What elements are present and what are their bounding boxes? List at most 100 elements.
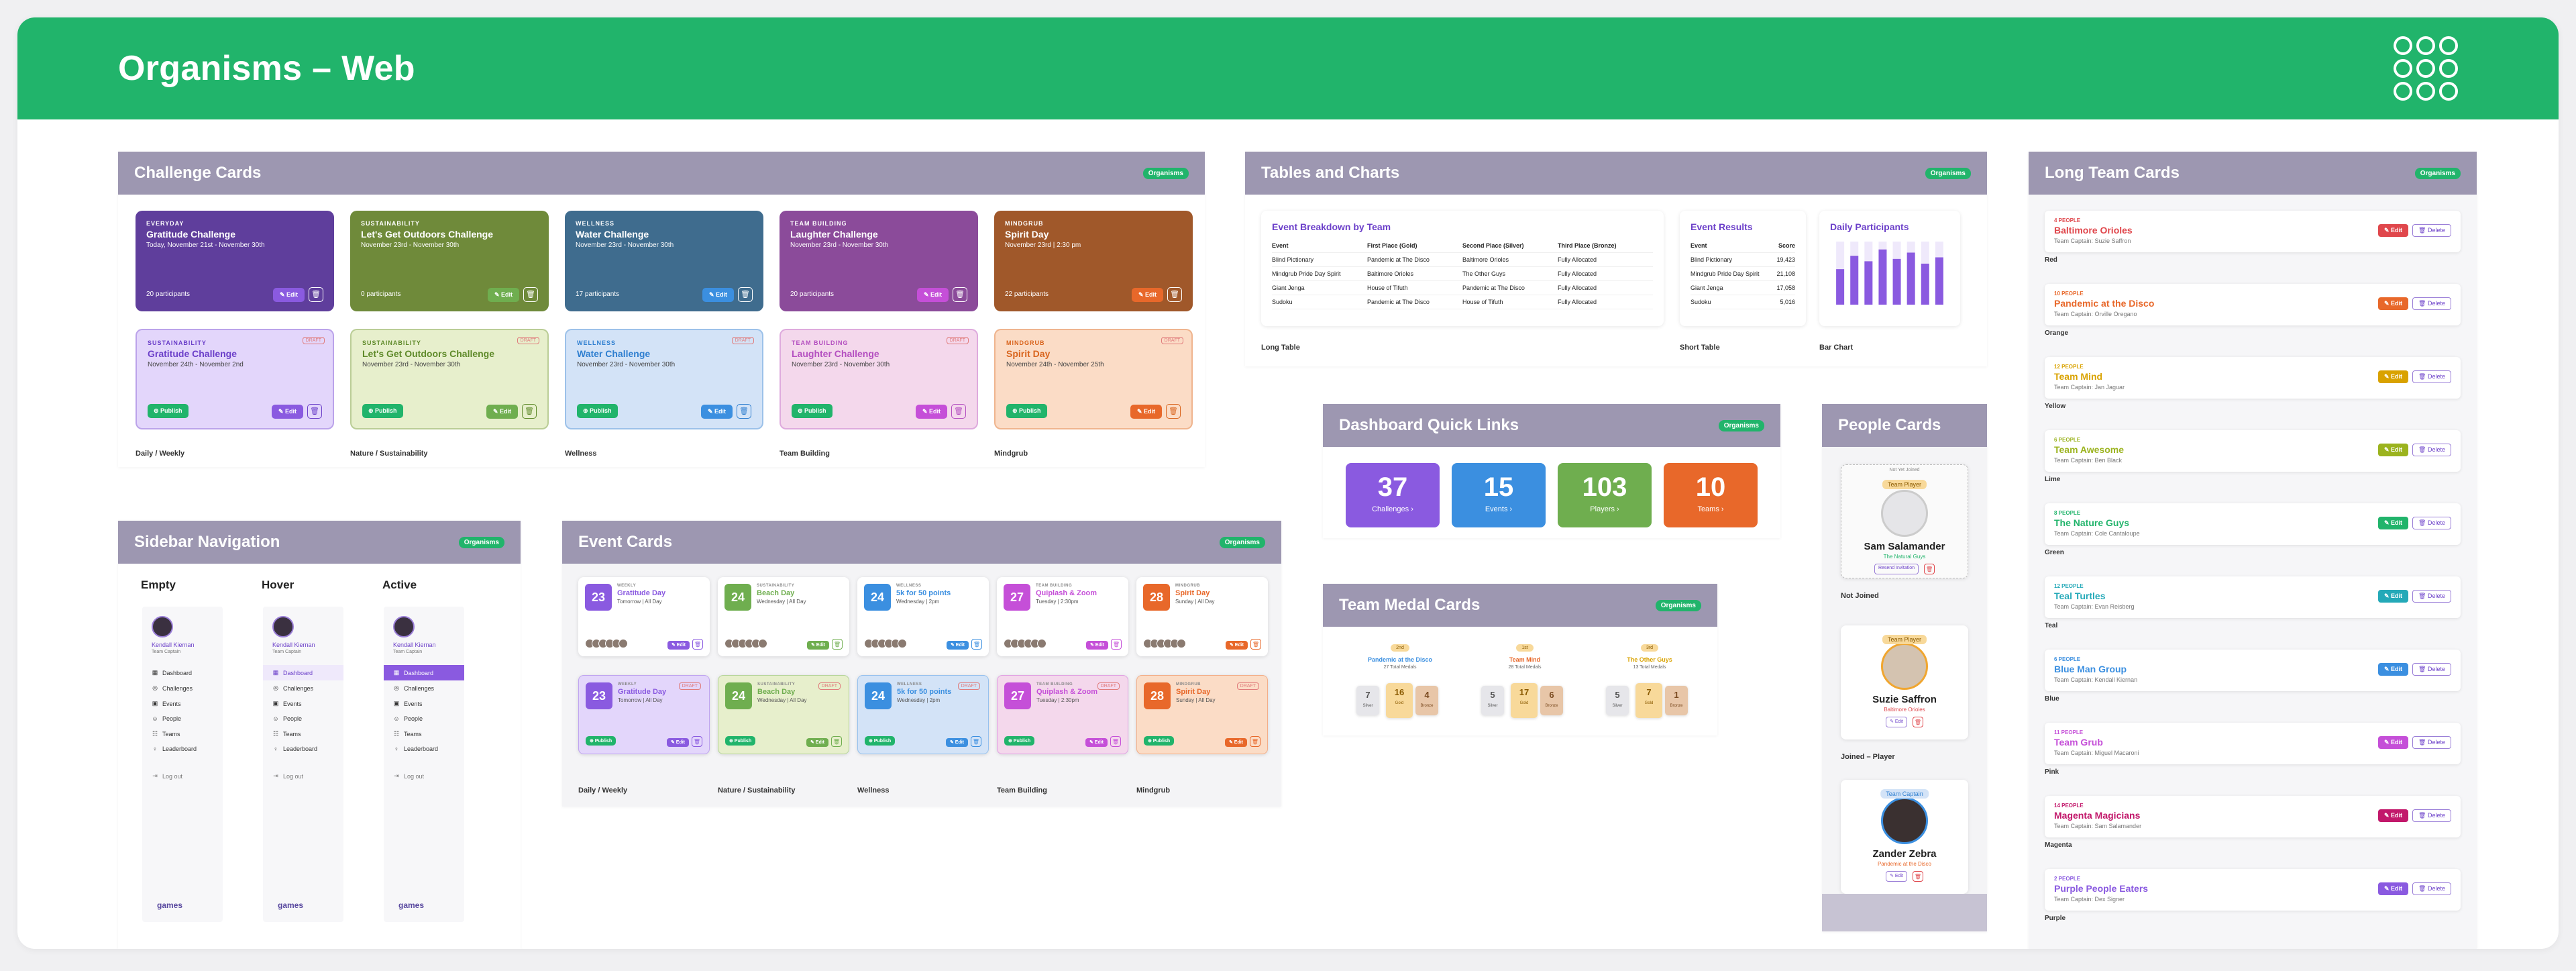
trash-icon[interactable]: 🗑: [1167, 287, 1182, 302]
sidebar-item-challenges[interactable]: ◎ Challenges: [263, 680, 343, 696]
edit-button[interactable]: ✎ Edit: [700, 405, 733, 419]
delete-button[interactable]: 🗑 Delete: [2412, 736, 2451, 749]
quick-link-1[interactable]: 15 Events ›: [1452, 463, 1546, 527]
team-card-box[interactable]: 8 PEOPLE The Nature Guys Team Captain: Col…: [2045, 503, 2461, 545]
sidebar-item-people[interactable]: ☺ People: [142, 711, 223, 726]
publish-button[interactable]: ⊕ Publish: [1144, 735, 1175, 746]
trash-icon[interactable]: 🗑: [309, 287, 323, 302]
edit-button[interactable]: ✎ Edit: [1886, 871, 1907, 882]
edit-button[interactable]: ✎ Edit: [2378, 297, 2409, 310]
challenge-card[interactable]: TEAM BUILDING Laughter Challenge November …: [780, 211, 978, 311]
edit-button[interactable]: ✎ Edit: [916, 288, 949, 302]
challenge-card[interactable]: MINDGRUB Spirit Day November 23rd | 2:30 p…: [994, 211, 1193, 311]
challenge-card[interactable]: WELLNESS Water Challenge November 23rd - N…: [565, 211, 763, 311]
trash-icon[interactable]: 🗑: [953, 287, 967, 302]
sidebar-item-teams[interactable]: ☷ Teams: [263, 726, 343, 742]
person-card[interactable]: Team Player Suzie Saffron Baltimore Oriole…: [1841, 625, 1968, 739]
person-card[interactable]: Team Captain Zander Zebra Pandemic at the …: [1841, 780, 1968, 894]
challenge-card-draft[interactable]: DRAFT SUSTAINABILITY Gratitude Challenge No…: [136, 329, 334, 429]
challenge-card-draft[interactable]: DRAFT TEAM BUILDING Laughter Challenge Nove…: [780, 329, 978, 429]
sidebar-item-events[interactable]: ▣ Events: [142, 696, 223, 711]
team-card-box[interactable]: 12 PEOPLE Teal Turtles Team Captain: Evan …: [2045, 576, 2461, 618]
quick-link-2[interactable]: 103 Players ›: [1558, 463, 1652, 527]
trash-icon[interactable]: 🗑: [831, 736, 842, 747]
edit-button[interactable]: ✎ Edit: [271, 405, 303, 419]
challenge-card-draft[interactable]: DRAFT MINDGRUB Spirit Day November 24th - N…: [994, 329, 1193, 429]
trash-icon[interactable]: 🗑: [1166, 403, 1181, 419]
team-card-box[interactable]: 11 PEOPLE Team Grub Team Captain: Miguel M…: [2045, 723, 2461, 764]
sidebar-item-people[interactable]: ☺ People: [263, 711, 343, 726]
logout-button[interactable]: ⇥ Log out: [384, 768, 464, 784]
edit-button[interactable]: ✎ Edit: [667, 640, 690, 650]
edit-button[interactable]: ✎ Edit: [946, 640, 969, 650]
quick-link-3[interactable]: 10 Teams ›: [1664, 463, 1758, 527]
edit-button[interactable]: ✎ Edit: [2378, 736, 2409, 749]
edit-button[interactable]: ✎ Edit: [1130, 405, 1162, 419]
event-card[interactable]: 23 WEEKLY Gratitude Day Tomorrow | All Day ✎…: [578, 577, 710, 656]
sidebar-item-events[interactable]: ▣ Events: [384, 696, 464, 711]
trash-icon[interactable]: 🗑: [1924, 564, 1935, 574]
publish-button[interactable]: ⊕ Publish: [586, 735, 616, 746]
delete-button[interactable]: 🗑 Delete: [2412, 809, 2451, 822]
edit-button[interactable]: ✎ Edit: [487, 288, 519, 302]
delete-button[interactable]: 🗑 Delete: [2412, 517, 2451, 529]
delete-button[interactable]: 🗑 Delete: [2412, 370, 2451, 383]
delete-button[interactable]: 🗑 Delete: [2412, 590, 2451, 603]
resend-button[interactable]: Resend Invitation: [1874, 564, 1919, 574]
publish-button[interactable]: ⊕ Publish: [725, 735, 756, 746]
person-card[interactable]: Not Yet Joined Team Player Sam Salamander T…: [1841, 464, 1968, 578]
team-card-box[interactable]: 12 PEOPLE Team Mind Team Captain: Jan Jagu…: [2045, 357, 2461, 399]
edit-button[interactable]: ✎ Edit: [666, 737, 689, 747]
delete-button[interactable]: 🗑 Delete: [2412, 444, 2451, 456]
sidebar-item-teams[interactable]: ☷ Teams: [142, 726, 223, 742]
team-card-box[interactable]: 6 PEOPLE Blue Man Group Team Captain: Kend…: [2045, 650, 2461, 691]
sidebar-item-leaderboard[interactable]: ♀ Leaderboard: [263, 742, 343, 756]
challenge-card[interactable]: SUSTAINABILITY Let's Get Outdoors Challen…: [350, 211, 549, 311]
quick-link-0[interactable]: 37 Challenges ›: [1346, 463, 1440, 527]
sidebar-item-dashboard[interactable]: ▦ Dashboard: [384, 665, 464, 680]
sidebar-item-dashboard[interactable]: ▦ Dashboard: [263, 665, 343, 680]
edit-button[interactable]: ✎ Edit: [2378, 663, 2409, 676]
event-card[interactable]: 24 SUSTAINABILITY Beach Day Wednesday | All…: [718, 577, 849, 656]
trash-icon[interactable]: 🗑: [1110, 736, 1121, 747]
edit-button[interactable]: ✎ Edit: [1224, 737, 1247, 747]
avatar[interactable]: [393, 616, 415, 637]
trash-icon[interactable]: 🗑: [523, 287, 538, 302]
edit-button[interactable]: ✎ Edit: [2378, 882, 2409, 895]
trash-icon[interactable]: 🗑: [1250, 639, 1261, 650]
delete-button[interactable]: 🗑 Delete: [2412, 882, 2451, 895]
challenge-card-draft[interactable]: DRAFT SUSTAINABILITY Let's Get Outdoors Ch…: [350, 329, 549, 429]
edit-button[interactable]: ✎ Edit: [1225, 640, 1248, 650]
avatar[interactable]: [152, 616, 173, 637]
team-card-box[interactable]: 14 PEOPLE Magenta Magicians Team Captain: …: [2045, 796, 2461, 837]
event-card[interactable]: 24 WELLNESS 5k for 50 points Wednesday | 2p…: [857, 577, 989, 656]
publish-button[interactable]: ⊕ Publish: [865, 735, 896, 746]
delete-button[interactable]: 🗑 Delete: [2412, 663, 2451, 676]
trash-icon[interactable]: 🗑: [522, 403, 537, 419]
edit-button[interactable]: ✎ Edit: [806, 737, 828, 747]
trash-icon[interactable]: 🗑: [1912, 871, 1923, 882]
logout-button[interactable]: ⇥ Log out: [263, 768, 343, 784]
team-card-box[interactable]: 2 PEOPLE Purple People Eaters Team Captain…: [2045, 869, 2461, 911]
trash-icon[interactable]: 🗑: [1111, 639, 1122, 650]
edit-button[interactable]: ✎ Edit: [702, 288, 734, 302]
edit-button[interactable]: ✎ Edit: [2378, 517, 2409, 529]
team-card-box[interactable]: 4 PEOPLE Baltimore Orioles Team Captain: S…: [2045, 211, 2461, 252]
edit-button[interactable]: ✎ Edit: [915, 405, 947, 419]
event-card-draft[interactable]: DRAFT 23 WEEKLY Gratitude Day Tomorrow | All…: [578, 675, 710, 754]
edit-button[interactable]: ✎ Edit: [2378, 590, 2409, 603]
publish-button[interactable]: ⊕ Publish: [148, 404, 189, 419]
edit-button[interactable]: ✎ Edit: [272, 288, 305, 302]
event-card[interactable]: 28 MINDGRUB Spirit Day Sunday | All Day ✎ Ed…: [1136, 577, 1268, 656]
sidebar-item-leaderboard[interactable]: ♀ Leaderboard: [142, 742, 223, 756]
trash-icon[interactable]: 🗑: [971, 639, 982, 650]
trash-icon[interactable]: 🗑: [951, 403, 966, 419]
delete-button[interactable]: 🗑 Delete: [2412, 224, 2451, 237]
publish-button[interactable]: ⊕ Publish: [792, 404, 833, 419]
publish-button[interactable]: ⊕ Publish: [577, 404, 618, 419]
logout-button[interactable]: ⇥ Log out: [142, 768, 223, 784]
edit-button[interactable]: ✎ Edit: [2378, 370, 2409, 383]
edit-button[interactable]: ✎ Edit: [1085, 737, 1108, 747]
edit-button[interactable]: ✎ Edit: [486, 405, 518, 419]
trash-icon[interactable]: 🗑: [692, 639, 703, 650]
